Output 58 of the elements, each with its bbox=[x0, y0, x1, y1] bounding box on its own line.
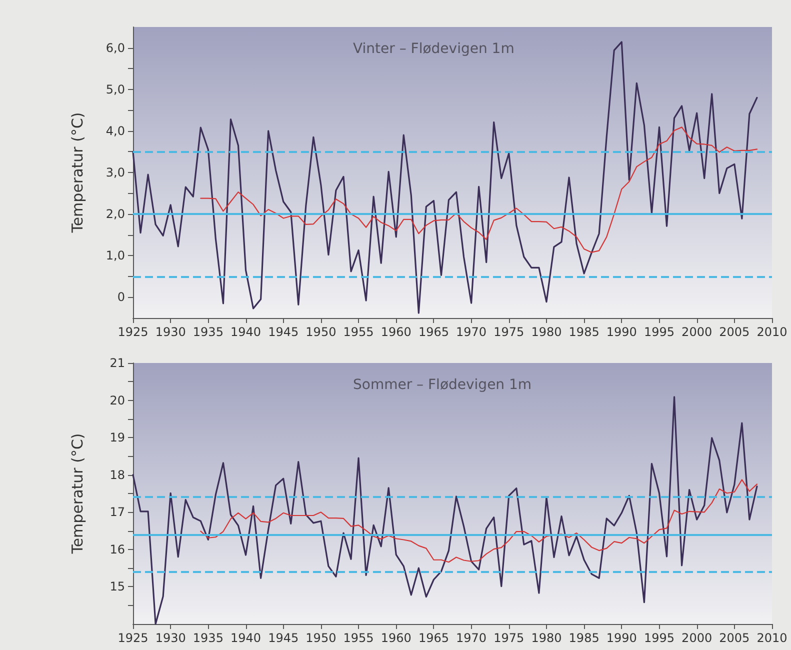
x-tick-label: 2005 bbox=[719, 631, 750, 645]
x-tick-label: 1950 bbox=[306, 325, 336, 339]
line-series bbox=[132, 396, 758, 625]
y-tick-label: 5,0 bbox=[106, 82, 125, 96]
x-tick-label: 1925 bbox=[118, 631, 148, 645]
x-tick-label: 1980 bbox=[531, 325, 562, 339]
x-tick-label: 1995 bbox=[644, 325, 675, 339]
y-axis-title: Temperatur (°C) bbox=[68, 433, 86, 555]
x-tick-label: 1930 bbox=[155, 631, 186, 645]
text: Vinter – Flødevigen 1m bbox=[353, 41, 514, 57]
x-tick-label: 1940 bbox=[230, 631, 262, 645]
y-tick-label: 15 bbox=[110, 580, 125, 594]
x-tick-label: 1985 bbox=[568, 631, 600, 645]
x-tick-label: 1970 bbox=[456, 325, 487, 339]
line-series bbox=[200, 479, 758, 563]
x-tick-label: 1965 bbox=[418, 325, 449, 339]
y-axis-title: Temperatur (°C) bbox=[68, 112, 86, 234]
y-tick-label: 21 bbox=[110, 356, 125, 370]
x-tick-label: 1960 bbox=[380, 631, 412, 645]
y-tick-label: 4,0 bbox=[106, 124, 125, 138]
x-tick-label: 1935 bbox=[192, 631, 224, 645]
x-tick-label: 1945 bbox=[268, 325, 299, 339]
x-tick-label: 2000 bbox=[682, 325, 712, 339]
x-tick-label: 1960 bbox=[380, 325, 412, 339]
x-tick-label: 1990 bbox=[606, 631, 637, 645]
y-tick-label: 3,0 bbox=[106, 166, 125, 180]
y-tick-label: 18 bbox=[110, 468, 125, 482]
x-tick-label: 1975 bbox=[494, 631, 524, 645]
y-tick-label: 20 bbox=[110, 393, 125, 408]
x-tick-label: 1945 bbox=[268, 631, 299, 645]
x-tick-label: 1995 bbox=[644, 631, 675, 645]
y-tick-label: 17 bbox=[110, 505, 125, 520]
line-series bbox=[200, 126, 758, 253]
x-tick-label: 1930 bbox=[155, 325, 186, 339]
y-tick-label: 2,0 bbox=[106, 207, 125, 222]
y-tick-label: 16 bbox=[110, 542, 125, 556]
x-tick-label: 1955 bbox=[343, 631, 374, 645]
x-tick-label: 1935 bbox=[192, 325, 224, 339]
x-tick-label: 1975 bbox=[494, 325, 524, 339]
line-series bbox=[132, 41, 758, 314]
x-tick-label: 1990 bbox=[606, 325, 637, 339]
x-tick-label: 1965 bbox=[418, 631, 449, 645]
x-tick-label: 1925 bbox=[118, 325, 148, 339]
y-tick-label: 19 bbox=[110, 430, 125, 445]
x-tick-label: 2000 bbox=[682, 631, 712, 645]
x-tick-label: 2010 bbox=[756, 325, 788, 339]
x-tick-label: 2005 bbox=[719, 325, 750, 339]
x-tick-label: 1950 bbox=[306, 631, 336, 645]
x-tick-label: 1955 bbox=[343, 325, 374, 339]
x-tick-label: 1970 bbox=[456, 631, 487, 645]
x-tick-label: 1985 bbox=[568, 325, 600, 339]
x-tick-label: 1940 bbox=[230, 325, 262, 339]
x-tick-label: 2010 bbox=[756, 631, 788, 645]
y-tick-label: 0 bbox=[117, 290, 125, 304]
x-tick-label: 1980 bbox=[531, 631, 562, 645]
text: Sommer – Flødevigen 1m bbox=[353, 377, 532, 393]
y-tick-label: 6,0 bbox=[106, 40, 125, 55]
y-tick-label: 1,0 bbox=[106, 248, 125, 263]
